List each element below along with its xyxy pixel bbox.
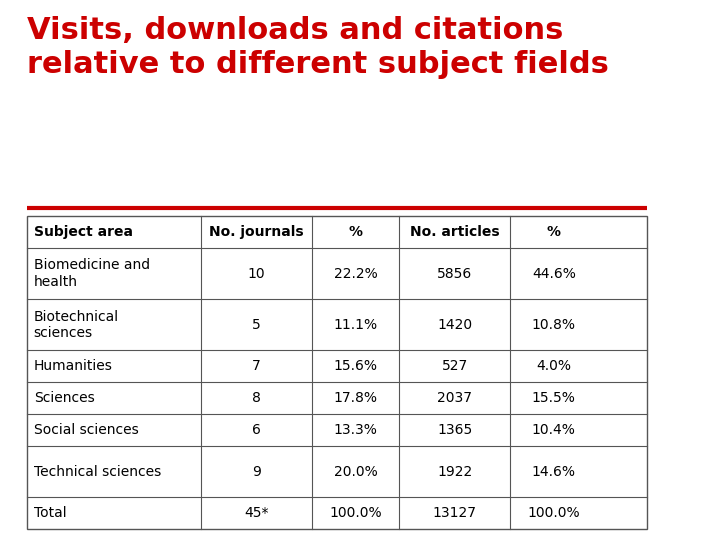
Text: Technical sciences: Technical sciences [34,465,161,478]
Text: 9: 9 [252,465,261,478]
Text: 527: 527 [441,359,468,373]
Text: 10: 10 [248,267,265,280]
Text: Social sciences: Social sciences [34,423,138,437]
Text: 6: 6 [252,423,261,437]
Text: 15.6%: 15.6% [333,359,377,373]
Text: 5856: 5856 [437,267,472,280]
Text: Subject area: Subject area [34,225,132,239]
Text: 13127: 13127 [433,506,477,520]
Text: 20.0%: 20.0% [333,465,377,478]
Text: 45*: 45* [244,506,269,520]
Text: 8: 8 [252,391,261,405]
Text: %: % [547,225,561,239]
Text: 1420: 1420 [437,318,472,332]
Text: Sciences: Sciences [34,391,94,405]
Text: 1365: 1365 [437,423,472,437]
Text: 22.2%: 22.2% [333,267,377,280]
Text: 5: 5 [252,318,261,332]
Text: 10.8%: 10.8% [532,318,576,332]
Text: Total: Total [34,506,66,520]
Text: 44.6%: 44.6% [532,267,576,280]
Text: Visits, downloads and citations
relative to different subject fields: Visits, downloads and citations relative… [27,16,609,79]
Text: Humanities: Humanities [34,359,112,373]
Text: 7: 7 [252,359,261,373]
Text: 2037: 2037 [437,391,472,405]
Text: 11.1%: 11.1% [333,318,377,332]
Text: 17.8%: 17.8% [333,391,377,405]
Text: 100.0%: 100.0% [528,506,580,520]
Text: 100.0%: 100.0% [329,506,382,520]
Text: 10.4%: 10.4% [532,423,576,437]
Text: No. articles: No. articles [410,225,500,239]
Text: 13.3%: 13.3% [333,423,377,437]
Text: 1922: 1922 [437,465,472,478]
Text: 14.6%: 14.6% [532,465,576,478]
Bar [27,216,647,529]
Text: %: % [348,225,362,239]
Text: 4.0%: 4.0% [536,359,572,373]
Text: No. journals: No. journals [209,225,304,239]
Text: 15.5%: 15.5% [532,391,576,405]
Text: Biomedicine and
health: Biomedicine and health [34,259,150,288]
Text: Biotechnical
sciences: Biotechnical sciences [34,309,119,340]
